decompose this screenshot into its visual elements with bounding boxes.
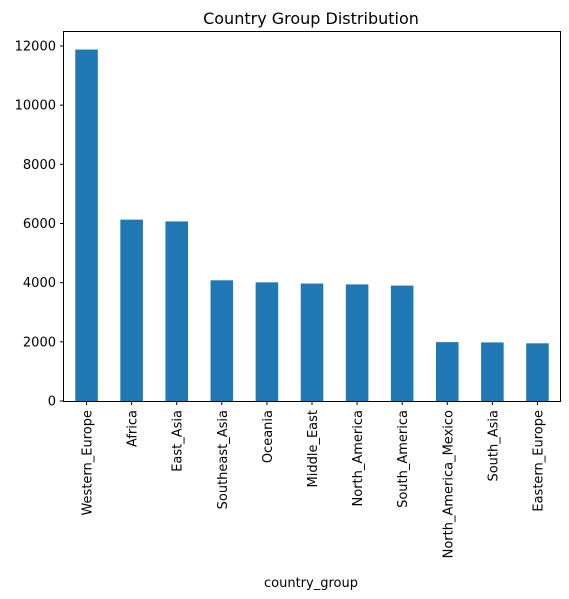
bar-south-asia [481, 342, 504, 401]
bar-middle-east [300, 283, 324, 401]
y-tick-label: 10000 [15, 99, 56, 114]
bars-group [75, 49, 549, 401]
chart-title: Country Group Distribution [203, 9, 419, 28]
y-tick-label: 6000 [23, 217, 56, 232]
bar-north-america-mexico [436, 342, 459, 401]
x-tick-label: South_Asia [486, 410, 501, 482]
y-tick-label: 12000 [15, 39, 56, 54]
x-tick-label: Southeast_Asia [216, 410, 231, 509]
x-axis-label: country_group [264, 576, 358, 591]
y-tick-label: 8000 [23, 158, 56, 173]
x-tick-label: South_America [396, 410, 411, 508]
axes-frame [63, 31, 561, 402]
bar-africa [120, 219, 143, 401]
bar-southeast-asia [210, 280, 234, 401]
x-tick-label: Oceania [261, 410, 276, 463]
x-tick-label: Middle_East [306, 410, 321, 488]
bar-oceania [255, 282, 279, 401]
x-tick-label: North_America [351, 410, 366, 506]
y-tick-label: 0 [48, 395, 56, 410]
bar-western-europe [75, 49, 98, 401]
y-tick-label: 4000 [23, 276, 56, 291]
x-tick-label: Africa [126, 410, 141, 447]
y-axis: 0 2000 4000 6000 8000 10000 12000 [15, 39, 64, 410]
bar-south-america [390, 285, 414, 401]
bar-eastern-europe [526, 343, 549, 401]
x-axis: Western_Europe Africa East_Asia Southeast_A… [81, 401, 546, 558]
x-tick-label: Eastern_Europe [531, 410, 546, 512]
bar-east-asia [165, 221, 188, 401]
y-tick-label: 2000 [23, 335, 56, 350]
x-tick-label: Western_Europe [81, 410, 96, 516]
x-tick-label: East_Asia [171, 410, 186, 472]
x-tick-label: North_America_Mexico [441, 410, 456, 558]
bar-north-america [345, 284, 369, 401]
